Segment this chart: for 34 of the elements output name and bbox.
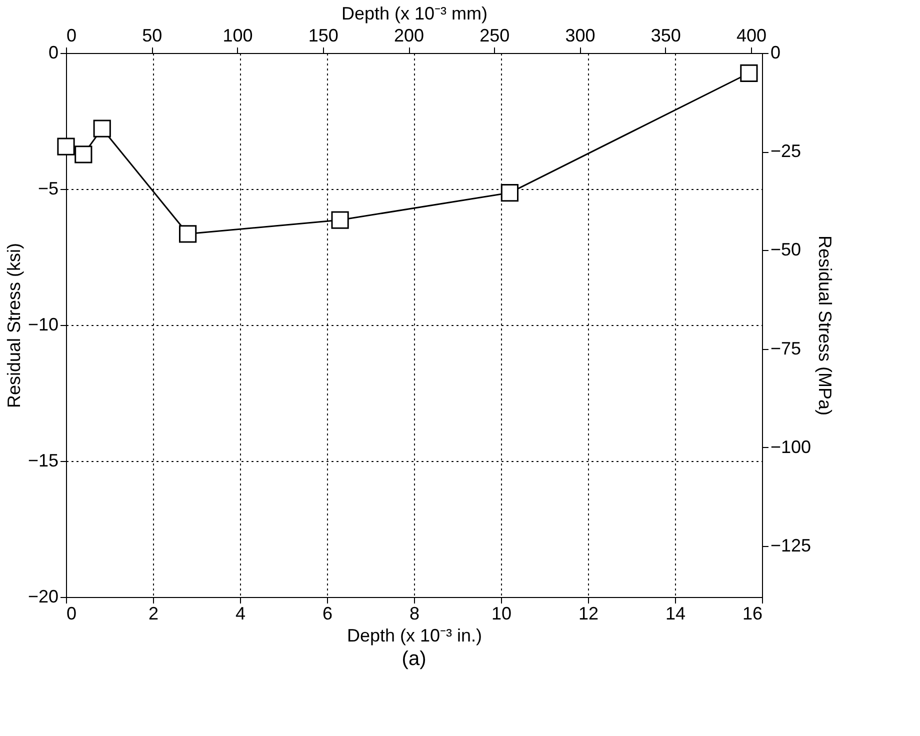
x-tick-label: 2 <box>148 604 159 624</box>
y2-tick-label: 0 <box>770 42 781 62</box>
y-tick-label: −20 <box>28 586 58 606</box>
x-tick-label: 8 <box>409 604 420 624</box>
y2-tick-label: −100 <box>770 436 812 457</box>
x-tick-label: 4 <box>235 604 246 624</box>
x2-tick-label: 150 <box>308 26 338 46</box>
x-tick-label: 14 <box>665 604 686 624</box>
x2-tick-label: 200 <box>394 26 424 46</box>
x2-tick-label: 100 <box>222 26 253 46</box>
x2-tick-label: 400 <box>736 26 767 46</box>
y-tick-label: −15 <box>28 450 58 470</box>
text: (a) <box>402 648 426 670</box>
x-axis-title: Depth (x 10⁻³ in.) <box>346 626 482 646</box>
x-tick-label: 12 <box>578 604 599 624</box>
x2-axis-title: Depth (x 10⁻³ mm) <box>341 4 488 24</box>
x-tick-label: 6 <box>322 604 333 624</box>
x-tick-label: 10 <box>491 604 512 624</box>
x-tick-label: 0 <box>66 604 77 624</box>
y-axis-title: Residual Stress (ksi) <box>4 242 24 408</box>
x2-tick-label: 250 <box>480 26 510 46</box>
x2-tick-label: 350 <box>650 26 681 46</box>
x2-tick-label: 50 <box>142 26 162 46</box>
y-tick-label: −5 <box>38 178 58 198</box>
y2-tick-label: −25 <box>770 141 802 162</box>
y-tick-label: 0 <box>48 42 58 62</box>
x2-tick-label: 0 <box>66 26 77 46</box>
y2-tick-label: −50 <box>770 240 802 260</box>
y2-tick-label: −75 <box>770 338 802 358</box>
x-tick-label: 16 <box>742 604 762 624</box>
y-tick-label: −10 <box>28 314 58 334</box>
y2-tick-label: −125 <box>770 536 812 556</box>
x2-tick-label: 300 <box>565 26 596 46</box>
y2-axis-title: Residual Stress (MPa) <box>815 235 836 416</box>
